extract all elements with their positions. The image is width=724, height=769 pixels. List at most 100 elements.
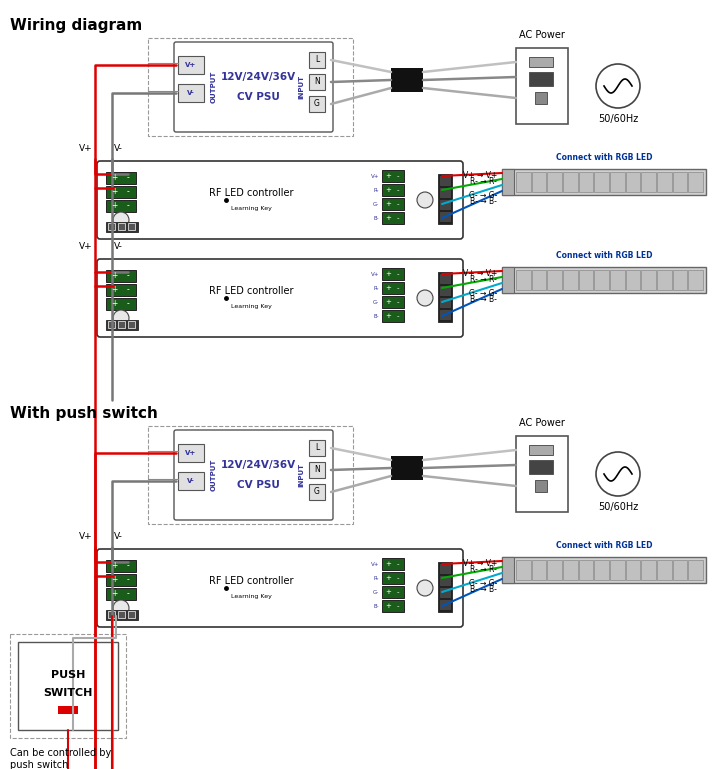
- Bar: [440, 564, 450, 573]
- Text: -: -: [127, 188, 130, 197]
- Bar: [641, 172, 656, 192]
- Bar: [531, 270, 547, 290]
- Text: PUSH: PUSH: [51, 671, 85, 681]
- Bar: [382, 572, 404, 584]
- Bar: [309, 484, 325, 500]
- Bar: [382, 600, 404, 612]
- Bar: [535, 92, 547, 104]
- Bar: [391, 456, 423, 480]
- Bar: [106, 284, 136, 296]
- Bar: [106, 270, 136, 282]
- Text: 12V/24V/36V: 12V/24V/36V: [220, 460, 295, 470]
- Bar: [106, 298, 136, 310]
- Bar: [118, 321, 125, 328]
- Bar: [594, 560, 609, 580]
- Bar: [563, 270, 578, 290]
- Text: L: L: [315, 444, 319, 452]
- Bar: [440, 298, 450, 307]
- Text: Connect with RGB LED: Connect with RGB LED: [556, 251, 652, 260]
- Text: V-: V-: [187, 90, 195, 96]
- Bar: [563, 172, 578, 192]
- Text: +: +: [385, 173, 391, 179]
- Bar: [106, 222, 138, 232]
- Text: G- → G-: G- → G-: [468, 191, 497, 200]
- Text: V+ → V+: V+ → V+: [463, 171, 497, 180]
- Text: +: +: [385, 589, 391, 595]
- Bar: [626, 172, 640, 192]
- Text: OUTPUT: OUTPUT: [211, 459, 217, 491]
- Bar: [610, 270, 625, 290]
- Text: V+: V+: [371, 561, 379, 567]
- Bar: [309, 440, 325, 456]
- Bar: [128, 223, 135, 230]
- Text: V+ → V+: V+ → V+: [463, 269, 497, 278]
- Text: +: +: [385, 299, 391, 305]
- Text: -: -: [397, 271, 399, 277]
- Bar: [106, 560, 136, 572]
- Bar: [106, 172, 136, 184]
- Text: -: -: [397, 603, 399, 609]
- Bar: [529, 445, 553, 455]
- Bar: [382, 212, 404, 224]
- Text: +: +: [385, 215, 391, 221]
- Text: Learning Key: Learning Key: [231, 594, 272, 599]
- Bar: [10, 634, 126, 738]
- Bar: [382, 310, 404, 322]
- Bar: [502, 267, 706, 293]
- Text: B- → B-: B- → B-: [470, 197, 497, 206]
- Text: V-: V-: [114, 242, 123, 251]
- Text: V+: V+: [371, 174, 379, 178]
- Text: +: +: [385, 271, 391, 277]
- Bar: [641, 270, 656, 290]
- Bar: [391, 68, 423, 92]
- Bar: [502, 267, 514, 293]
- Text: B-: B-: [374, 215, 379, 221]
- Text: -: -: [127, 299, 130, 308]
- Bar: [309, 96, 325, 112]
- Text: -: -: [127, 201, 130, 211]
- Bar: [440, 600, 450, 609]
- Circle shape: [113, 600, 129, 616]
- Bar: [689, 172, 703, 192]
- Text: R-: R-: [374, 575, 379, 581]
- Bar: [626, 270, 640, 290]
- Bar: [673, 270, 687, 290]
- Text: N: N: [314, 78, 320, 86]
- Text: -: -: [397, 589, 399, 595]
- FancyBboxPatch shape: [174, 42, 333, 132]
- Bar: [516, 560, 531, 580]
- Bar: [547, 270, 562, 290]
- Text: Can be controlled by
push switch: Can be controlled by push switch: [10, 748, 111, 769]
- Bar: [563, 560, 578, 580]
- Bar: [128, 321, 135, 328]
- Bar: [547, 172, 562, 192]
- Bar: [382, 558, 404, 570]
- Text: 50/60Hz: 50/60Hz: [598, 114, 638, 124]
- Text: +: +: [111, 201, 117, 211]
- Text: B-: B-: [374, 314, 379, 318]
- Bar: [309, 462, 325, 478]
- Bar: [529, 57, 553, 67]
- Bar: [440, 200, 450, 209]
- Bar: [382, 282, 404, 294]
- Text: +: +: [385, 575, 391, 581]
- Text: 12V/24V/36V: 12V/24V/36V: [220, 72, 295, 82]
- Text: V+ → V+: V+ → V+: [463, 559, 497, 568]
- Bar: [547, 560, 562, 580]
- Bar: [382, 268, 404, 280]
- Bar: [535, 480, 547, 492]
- Circle shape: [417, 290, 433, 306]
- Text: +: +: [111, 174, 117, 182]
- Text: +: +: [385, 201, 391, 207]
- Circle shape: [417, 192, 433, 208]
- Circle shape: [596, 64, 640, 108]
- Text: R-: R-: [374, 285, 379, 291]
- Text: CV PSU: CV PSU: [237, 481, 279, 491]
- Bar: [309, 52, 325, 68]
- Bar: [610, 172, 625, 192]
- Bar: [382, 170, 404, 182]
- Text: R- → R-: R- → R-: [470, 275, 497, 284]
- Text: V+: V+: [80, 144, 93, 153]
- Text: -: -: [397, 575, 399, 581]
- Bar: [657, 270, 672, 290]
